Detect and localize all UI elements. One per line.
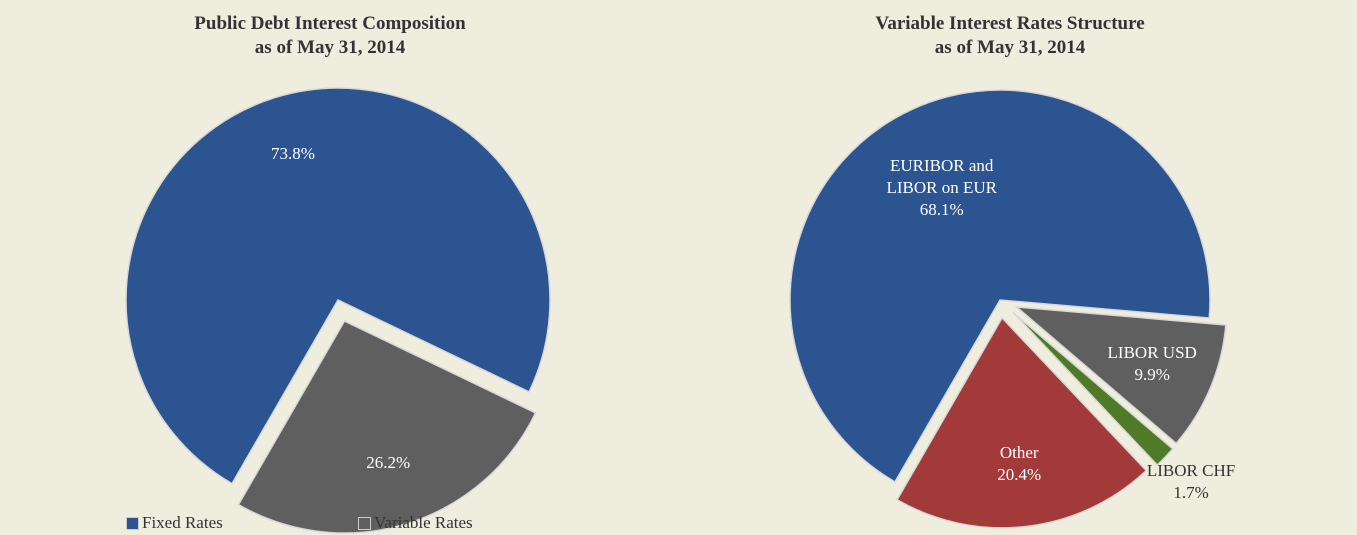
slice-value: 68.1% (919, 200, 964, 220)
chart-title: Variable Interest Rates Structure (875, 13, 1145, 34)
slice-label: LIBOR USD 9.9% (1092, 342, 1212, 386)
legend-label: Fixed Rates (142, 513, 223, 532)
chart-subtitle: as of May 31, 2014 (254, 37, 406, 58)
legend-item: Fixed Rates (126, 513, 223, 533)
chart-title-block: Public Debt Interest Composition as of Ma… (80, 12, 580, 60)
slice-value: 1.7% (1173, 482, 1209, 502)
slice-value: 9.9% (1134, 364, 1170, 384)
slice-label: Other 20.4% (959, 442, 1079, 486)
slice (237, 320, 537, 534)
legend-swatch (126, 516, 139, 530)
legend-item: Variable Rates (358, 513, 473, 533)
chart-subtitle: as of May 31, 2014 (934, 37, 1086, 58)
slice (125, 87, 551, 485)
chart-title-block: Variable Interest Rates Structure as of M… (760, 12, 1260, 60)
slice-category: LIBOR USD (1107, 342, 1197, 362)
slice-value: 20.4% (997, 464, 1042, 484)
slice (789, 89, 1211, 483)
slice-category: Other (999, 442, 1039, 462)
slice-category: LIBOR CHF (1146, 460, 1236, 480)
slice-label: EURIBOR and LIBOR on EUR 68.1% (882, 155, 1002, 221)
slice-value: 73.8% (270, 144, 315, 164)
slice-label: 73.8% (233, 143, 353, 165)
slice (896, 316, 1148, 529)
slice-value: 26.2% (366, 452, 411, 472)
slice-label: LIBOR CHF 1.7% (1131, 460, 1251, 504)
slice (1014, 306, 1227, 445)
legend-swatch (358, 516, 371, 530)
slice (1012, 311, 1174, 467)
legend-label: Variable Rates (374, 513, 473, 532)
slice-label: 26.2% (328, 452, 448, 474)
chart-title: Public Debt Interest Composition (194, 13, 466, 34)
slice-category: EURIBOR and LIBOR on EUR (886, 156, 997, 198)
